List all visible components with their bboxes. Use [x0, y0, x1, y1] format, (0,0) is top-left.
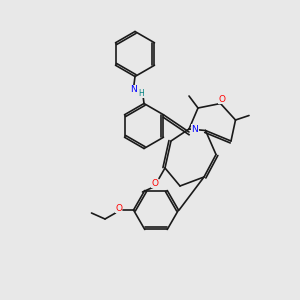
- Text: O: O: [151, 178, 158, 188]
- Text: N: N: [192, 124, 198, 134]
- Text: O: O: [218, 94, 226, 103]
- Text: H: H: [139, 89, 145, 98]
- Text: N: N: [130, 85, 137, 94]
- Text: O: O: [115, 204, 122, 213]
